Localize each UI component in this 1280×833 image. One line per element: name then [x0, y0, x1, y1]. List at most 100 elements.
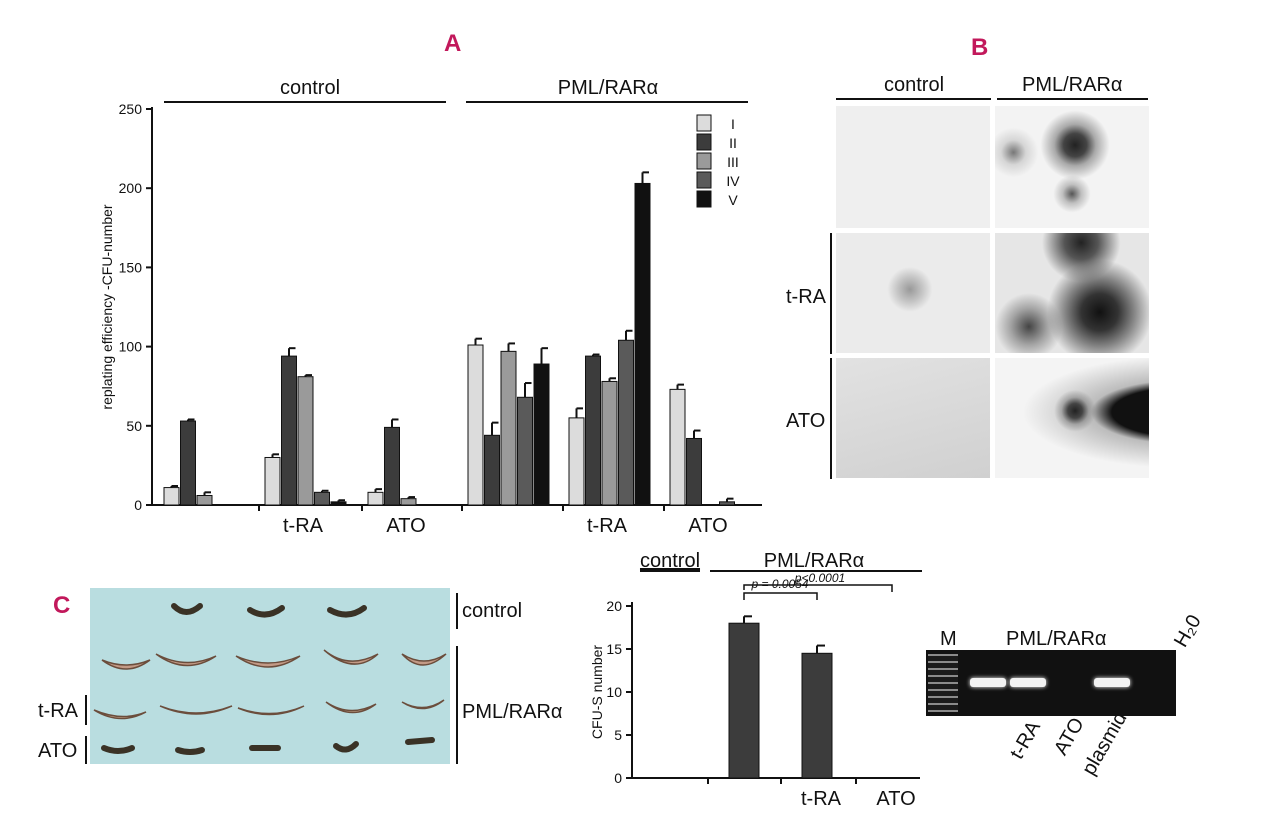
bar-I-group-3: [467, 344, 484, 506]
panel-b-col-rule-control: [836, 98, 991, 100]
panel-a-letter: A: [444, 30, 462, 57]
panel-b-row-label-ato: ATO: [786, 410, 826, 432]
y-tick-label: 50: [126, 418, 142, 434]
legend-swatch-I: [696, 114, 712, 132]
panel-b-row-rule-tra: [830, 233, 832, 354]
bar-III-group-3: [500, 350, 517, 506]
gel-band-lane-tra: [1010, 678, 1046, 687]
gel-label-pml: PML/RARα: [1006, 628, 1107, 650]
x-category-label: ATO: [876, 788, 915, 810]
replating-efficiency-chart: 0 50 100 150 200 250 replating efficiency -CFU…: [99, 77, 762, 537]
legend-label-II: II: [729, 135, 737, 151]
cfu-s-bar-1: [728, 622, 760, 779]
gel-label-h2o: H₂0: [1170, 611, 1206, 651]
y-tick-label: 150: [119, 259, 143, 275]
gel-lane-label-ato: ATO: [1050, 713, 1089, 759]
photo-row-rule-ato: [85, 736, 87, 764]
bar-I-group-5: [669, 388, 686, 506]
legend-swatch-IV: [696, 171, 712, 189]
photo-row-rule-control: [456, 593, 458, 629]
micrograph-pml-untreated: [995, 106, 1149, 228]
micrograph-control-untreated: [836, 106, 990, 228]
bar-II-group-5: [686, 437, 702, 506]
bar-III-group-4: [601, 380, 618, 506]
legend-swatch-III: [696, 152, 712, 170]
cfu-s-chart: 0 5 10 15 20 CFU-S number t-RA ATO control PML/RA…: [589, 550, 922, 810]
y-tick-label: 5: [614, 727, 622, 743]
y-tick-label: 20: [606, 598, 622, 614]
spleens-ato-row: [101, 737, 435, 755]
micrograph-control-tra: [836, 233, 990, 353]
panel-b-col-label-pml: PML/RARα: [1022, 74, 1123, 96]
spleens-pml-row: [101, 649, 447, 670]
legend-label-IV: IV: [726, 173, 740, 189]
bar-IV-group-1: [314, 491, 330, 506]
bar-IV-group-3: [517, 396, 533, 506]
bar-III-group-0: [196, 494, 213, 506]
header-control: control: [280, 77, 340, 99]
photo-label-ato: ATO: [38, 740, 78, 762]
bar-IV-group-4: [618, 339, 634, 506]
bar-I-group-4: [568, 417, 585, 506]
legend-swatch-II: [696, 133, 712, 151]
y-tick-label: 15: [606, 641, 622, 657]
legend-label-III: III: [727, 154, 739, 170]
gel-label-m: M: [940, 628, 957, 650]
cfu-s-bar-2: [801, 652, 833, 779]
bar-II-group-0: [180, 420, 196, 506]
spleens-tra-row: [93, 699, 445, 720]
spleens-control-row: [171, 603, 367, 618]
legend-label-I: I: [731, 116, 735, 132]
bar-V-group-1: [330, 501, 347, 506]
photo-row-rule-tra: [85, 695, 87, 725]
micrograph-control-ato: [836, 358, 990, 478]
y-tick-label: 10: [606, 684, 622, 700]
y-axis-label: replating efficiency -CFU-number: [99, 204, 115, 409]
bracket-tra: [743, 592, 818, 600]
y-tick-label: 100: [119, 339, 143, 355]
panel-c-letter: C: [53, 592, 71, 619]
legend-label-V: V: [728, 192, 738, 208]
spleen-photo-drawing: [93, 603, 447, 755]
gel-lane-label-plasmid: plasmid: [1078, 708, 1132, 779]
bar-II-group-2: [384, 426, 400, 506]
bar-I-group-0: [163, 487, 180, 506]
y-tick-label: 0: [614, 770, 622, 786]
panel-b-col-label-control: control: [884, 74, 945, 96]
p-value-tra: p = 0.0054: [750, 577, 808, 591]
photo-label-pml: PML/RARα: [462, 701, 563, 723]
panel-b-col-rule-pml: [997, 98, 1148, 100]
bar-III-group-1: [297, 376, 314, 506]
x-group-label: ATO: [688, 515, 727, 537]
photo-row-rule-pml: [456, 646, 458, 764]
gel-lane-label-tra: t-RA: [1006, 717, 1046, 763]
x-group-label: t-RA: [587, 515, 628, 537]
p-value-ato: p<0.0001: [794, 571, 845, 585]
photo-label-tra: t-RA: [38, 700, 78, 722]
bar-II-group-3: [484, 434, 500, 506]
bar-II-group-4: [585, 355, 601, 506]
bar-IV-group-5: [719, 501, 735, 506]
photo-label-control: control: [462, 600, 523, 622]
y-tick-label: 250: [119, 101, 143, 117]
bracket-ato: [743, 584, 893, 592]
bar-V-group-4: [634, 182, 651, 506]
panel-b-letter: B: [971, 34, 989, 61]
y-axis-label: CFU-S number: [589, 645, 605, 739]
bar-V-group-3: [533, 363, 550, 506]
spleen-photo: [90, 588, 450, 764]
gel-band-lane-plasmid: [1094, 678, 1130, 687]
panel-b-row-label-tra: t-RA: [786, 286, 826, 308]
x-group-label: ATO: [386, 515, 425, 537]
y-tick-label: 0: [134, 497, 142, 513]
bar-I-group-1: [264, 456, 281, 506]
bar-II-group-1: [281, 355, 297, 506]
header-control: control: [640, 550, 700, 572]
bar-I-group-2: [367, 491, 384, 506]
y-tick-label: 200: [119, 180, 143, 196]
header-pml: PML/RARα: [764, 550, 864, 572]
gel-band-lane-1: [970, 678, 1006, 687]
micrograph-pml-ato: [995, 358, 1149, 478]
legend-swatch-V: [696, 190, 712, 208]
gel-ladder-lane: [928, 654, 958, 712]
